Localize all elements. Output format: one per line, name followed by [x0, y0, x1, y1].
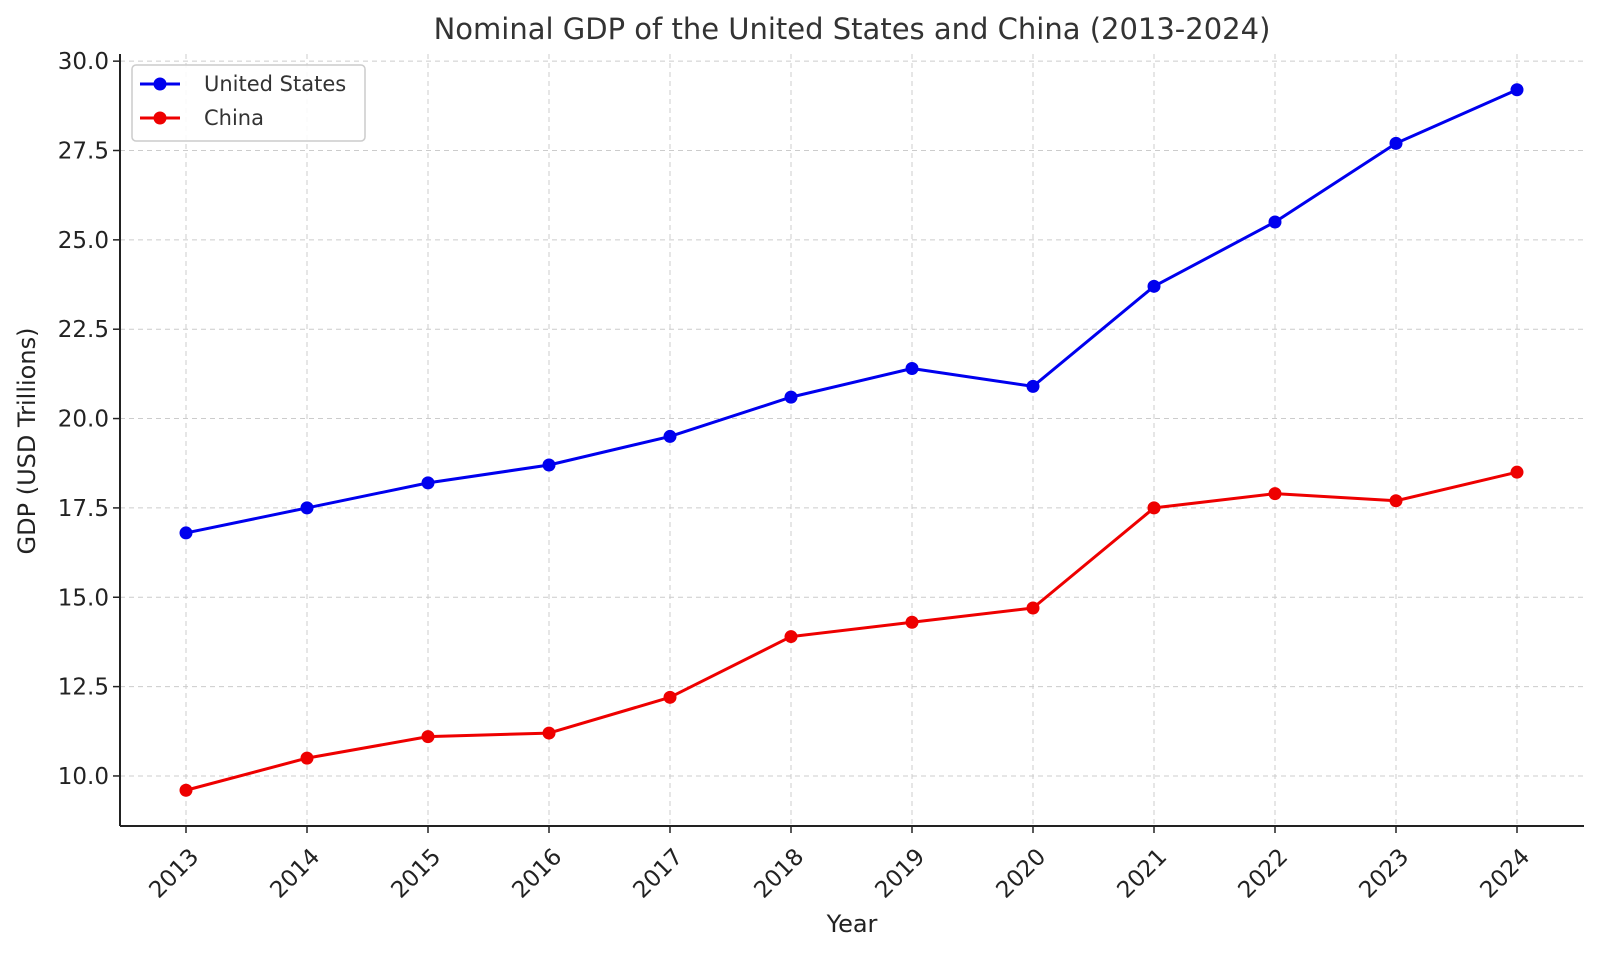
y-tick-label: 17.5: [58, 496, 109, 522]
china-point: [421, 730, 435, 744]
grid-lines: [120, 54, 1584, 826]
china-point: [1268, 487, 1282, 501]
data-series: [179, 83, 1524, 797]
x-tick-label: 2013: [144, 844, 204, 904]
x-tick-label: 2021: [1112, 844, 1172, 904]
china-point: [1147, 501, 1161, 515]
y-axis-label: GDP (USD Trillions): [13, 328, 41, 555]
china-point: [1026, 601, 1040, 615]
china-line: [185, 470, 1518, 792]
united-states-point: [1389, 136, 1403, 150]
x-axis-label: Year: [826, 910, 878, 938]
x-tick-label: 2016: [507, 844, 567, 904]
united-states-point: [1268, 215, 1282, 229]
y-tick-label: 20.0: [58, 407, 109, 433]
united-states-point: [179, 526, 193, 540]
y-tick-label: 30.0: [58, 49, 109, 75]
axes: [113, 54, 1584, 833]
united-states-point: [542, 458, 556, 472]
x-tick-label: 2017: [628, 844, 688, 904]
legend: United States China: [131, 64, 366, 142]
united-states-point: [905, 362, 919, 376]
series-united-states: [179, 83, 1524, 540]
china-point: [300, 751, 314, 765]
united-states-point: [1026, 379, 1040, 393]
legend-marker-united-states: [153, 77, 167, 91]
united-states-point: [1147, 279, 1161, 293]
china-point: [1510, 465, 1524, 479]
x-tick-label: 2022: [1233, 844, 1293, 904]
y-tick-label: 12.5: [58, 675, 109, 701]
legend-label-united-states: United States: [204, 72, 346, 96]
united-states-point: [1510, 83, 1524, 97]
united-states-point: [421, 476, 435, 490]
x-tick-label: 2018: [749, 844, 809, 904]
united-states-point: [300, 501, 314, 515]
y-tick-label: 25.0: [58, 228, 109, 254]
y-tick-label: 15.0: [58, 585, 109, 611]
x-tick-label: 2019: [870, 844, 930, 904]
x-tick-label: 2015: [386, 844, 446, 904]
x-tick-label: 2020: [991, 844, 1051, 904]
series-china: [179, 465, 1524, 797]
china-point: [663, 690, 677, 704]
legend-marker-china: [153, 111, 167, 125]
legend-box: [131, 64, 366, 142]
y-tick-label: 22.5: [58, 317, 109, 343]
united-states-point: [663, 429, 677, 443]
united-states-line: [185, 88, 1518, 535]
chart-title: Nominal GDP of the United States and Chi…: [434, 12, 1271, 46]
x-tick-label: 2024: [1475, 844, 1535, 904]
x-tick-label: 2014: [265, 844, 325, 904]
x-tick-label: 2023: [1354, 844, 1414, 904]
china-point: [542, 726, 556, 740]
legend-label-china: China: [204, 106, 264, 130]
y-tick-label: 10.0: [58, 764, 109, 790]
china-point: [179, 783, 193, 797]
china-point: [784, 630, 798, 644]
y-tick-label: 27.5: [58, 139, 109, 165]
united-states-point: [784, 390, 798, 404]
china-point: [905, 615, 919, 629]
china-point: [1389, 494, 1403, 508]
